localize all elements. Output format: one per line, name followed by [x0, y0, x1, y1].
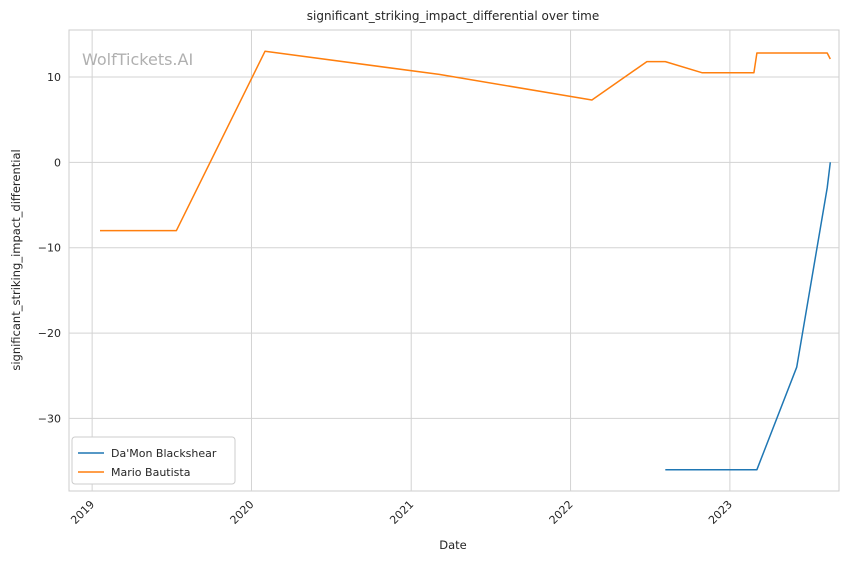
plot-frame [68, 29, 840, 492]
legend-box [71, 436, 236, 485]
x-tick-label: 2023 [706, 498, 735, 527]
legend-label-da-mon-blackshear: Da'Mon Blackshear [111, 447, 217, 460]
y-tick-label: −20 [38, 327, 61, 340]
legend: Da'Mon Blackshear Mario Bautista [71, 436, 236, 485]
x-gridlines [91, 30, 731, 491]
plot-area: WolfTickets.AI [68, 29, 840, 492]
y-tick-label: 0 [54, 156, 61, 169]
x-tick-label: 2021 [387, 498, 416, 527]
series-line-mario-bautista [100, 50, 831, 232]
y-tick-labels: 10 0 −10 −20 −30 [38, 71, 61, 425]
x-tick-label: 2022 [547, 498, 576, 527]
x-tick-label: 2020 [228, 498, 257, 527]
series-line-da-mon-blackshear [665, 162, 832, 471]
x-tick-label: 2019 [68, 498, 97, 527]
series-lines [100, 50, 832, 471]
x-tick-labels: 2019 2020 2021 2022 2023 [68, 498, 735, 527]
x-axis-title: Date [439, 538, 467, 552]
y-axis-title: significant_striking_impact_differential [9, 149, 23, 370]
y-tick-label: −30 [38, 412, 61, 425]
y-tick-label: −10 [38, 242, 61, 255]
legend-label-mario-bautista: Mario Bautista [111, 466, 190, 479]
watermark: WolfTickets.AI [82, 50, 193, 69]
y-tick-label: 10 [47, 71, 61, 84]
chart-title: significant_striking_impact_differential… [307, 9, 599, 23]
